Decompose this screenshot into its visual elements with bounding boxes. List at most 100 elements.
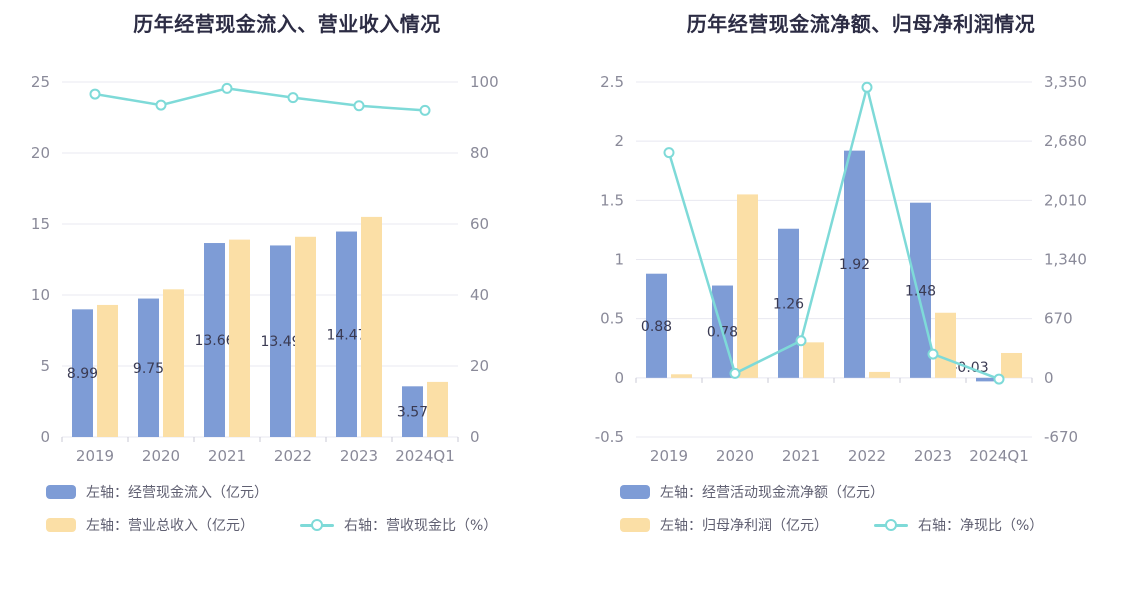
bar — [336, 231, 357, 437]
category-label: 2021 — [782, 447, 820, 465]
left-axis-tick-label: 5 — [40, 357, 50, 375]
legend-label: 左轴：经营活动现金流净额（亿元） — [660, 485, 884, 501]
bar — [671, 374, 692, 378]
trend-point — [287, 92, 299, 104]
legend-row: 左轴：归母净利润（亿元） 右轴：净现比（%） — [620, 514, 1043, 536]
category-label: 2022 — [848, 447, 886, 465]
left-axis-tick-label: 0.5 — [600, 310, 624, 328]
left-axis-tick-label: 2 — [614, 132, 624, 150]
bar — [97, 304, 118, 437]
trend-line — [94, 87, 426, 112]
legend-swatch-yellow-bar — [46, 518, 76, 532]
bar-value-label: 0.88 — [641, 319, 672, 335]
category-label: 2022 — [274, 447, 312, 465]
bar-value-label: 13.66 — [194, 333, 234, 349]
bar — [910, 202, 931, 378]
trend-point — [89, 88, 101, 100]
chart-panel-net-cashflow-profit: 历年经营现金流净额、归母净利润情况 2.5 3,350 2 2,680 1.5 2,010… — [574, 0, 1148, 589]
bar — [204, 243, 225, 437]
category-label: 2024Q1 — [395, 447, 455, 465]
bar-value-label: 14.47 — [326, 327, 366, 343]
trend-point — [927, 348, 939, 360]
chart-title: 历年经营现金流入、营业收入情况 — [133, 12, 441, 36]
trend-point — [861, 81, 873, 93]
legend-item-cash-inflow: 左轴：经营现金流入（亿元） — [46, 482, 268, 502]
bar — [737, 194, 758, 378]
legend-label: 右轴：营收现金比（%） — [344, 518, 498, 534]
trend-line — [667, 86, 1000, 381]
legend-item-total-revenue: 左轴：营业总收入（亿元） — [46, 515, 254, 535]
bar — [402, 386, 423, 437]
legend-item-net-profit: 左轴：归母净利润（亿元） — [620, 515, 828, 535]
chart-legend: 左轴：经营现金流入（亿元） 左轴：营业总收入（亿元） 右轴：营收现金比（%） — [46, 481, 497, 547]
legend-swatch-line — [300, 518, 334, 532]
bar-value-label: 8.99 — [67, 366, 98, 382]
right-axis-tick-label: 3,350 — [1044, 73, 1087, 91]
legend-row: 左轴：经营活动现金流净额（亿元） — [620, 481, 1043, 503]
legend-row: 左轴：营业总收入（亿元） 右轴：营收现金比（%） — [46, 514, 497, 536]
trend-point — [221, 82, 233, 94]
bar-value-label: 1.92 — [839, 257, 870, 273]
bar — [361, 216, 382, 437]
bar-value-label: 9.75 — [133, 361, 164, 377]
left-axis-tick-label: 15 — [31, 215, 50, 233]
bar — [976, 377, 997, 382]
bar — [229, 239, 250, 437]
left-axis-tick-label: 1.5 — [600, 191, 624, 209]
category-label: 2023 — [340, 447, 378, 465]
left-axis-tick-label: 25 — [31, 73, 50, 91]
trend-point — [663, 147, 675, 159]
legend-label: 左轴：归母净利润（亿元） — [660, 518, 828, 534]
legend-item-net-operating-cashflow: 左轴：经营活动现金流净额（亿元） — [620, 482, 884, 502]
right-axis-tick-label: 80 — [470, 144, 489, 162]
legend-swatch-blue-bar — [46, 485, 76, 499]
legend-item-net-cash-ratio: 右轴：净现比（%） — [874, 515, 1043, 535]
right-axis-tick-label: -670 — [1044, 428, 1078, 446]
right-axis-tick-label: 670 — [1044, 310, 1073, 328]
bar — [646, 273, 667, 378]
bar — [803, 342, 824, 378]
category-label: 2019 — [650, 447, 688, 465]
chart-title: 历年经营现金流净额、归母净利润情况 — [686, 12, 1036, 36]
right-axis-tick-label: 1,340 — [1044, 251, 1087, 269]
category-label: 2020 — [142, 447, 180, 465]
bar-value-label: 13.49 — [260, 334, 300, 350]
bar — [1001, 352, 1022, 378]
bar — [138, 298, 159, 437]
legend-label: 左轴：经营现金流入（亿元） — [86, 485, 268, 501]
right-axis-tick-label: 0 — [470, 428, 480, 446]
bar — [935, 312, 956, 378]
legend-label: 左轴：营业总收入（亿元） — [86, 518, 254, 534]
bar — [778, 228, 799, 378]
bar — [72, 309, 93, 437]
right-axis-tick-label: 0 — [1044, 369, 1054, 387]
bar-value-label: 1.26 — [773, 296, 804, 312]
legend-swatch-line — [874, 518, 908, 532]
category-label: 2019 — [76, 447, 114, 465]
bar — [427, 381, 448, 437]
bar-value-label: 3.57 — [397, 405, 428, 421]
left-axis-tick-label: 20 — [31, 144, 50, 162]
left-axis-tick-label: 0 — [614, 369, 624, 387]
legend-line-dot-icon — [885, 519, 897, 531]
legend-row: 左轴：经营现金流入（亿元） — [46, 481, 497, 503]
right-axis-tick-label: 100 — [470, 73, 499, 91]
bar-value-label: 1.48 — [905, 283, 936, 299]
bar — [163, 289, 184, 437]
right-axis-tick-label: 2,680 — [1044, 132, 1087, 150]
trend-point — [353, 100, 365, 112]
chart-plot-net-cashflow-profit: 2.5 3,350 2 2,680 1.5 2,010 1 1,340 0.5 670 0 0 -0.5… — [595, 73, 1087, 465]
chart-legend: 左轴：经营活动现金流净额（亿元） 左轴：归母净利润（亿元） 右轴：净现比（%） — [620, 481, 1043, 547]
chart-panel-cash-inflow-revenue: 历年经营现金流入、营业收入情况 25 100 20 80 15 60 10 40 5 20 0 0 20… — [31, 12, 499, 547]
right-axis-tick-label: 60 — [470, 215, 489, 233]
left-axis-tick-label: -0.5 — [595, 428, 624, 446]
bar — [295, 236, 316, 437]
left-axis-tick-label: 1 — [614, 251, 624, 269]
category-label: 2024Q1 — [969, 447, 1029, 465]
right-axis-tick-label: 40 — [470, 286, 489, 304]
right-axis-tick-label: 2,010 — [1044, 191, 1087, 209]
legend-swatch-yellow-bar — [620, 518, 650, 532]
left-axis-tick-label: 2.5 — [600, 73, 624, 91]
right-axis-tick-label: 20 — [470, 357, 489, 375]
trend-point — [729, 367, 741, 379]
